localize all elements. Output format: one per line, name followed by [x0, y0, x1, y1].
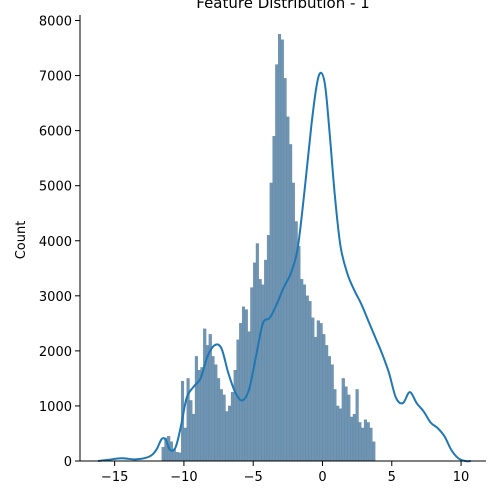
- histogram-bar: [308, 301, 312, 462]
- histogram-bar: [175, 452, 179, 462]
- histogram-bar: [305, 295, 309, 462]
- y-tick-label: 7000: [39, 70, 72, 85]
- histogram-bar: [203, 328, 207, 462]
- histogram-bar: [228, 405, 232, 462]
- histogram-bar: [289, 144, 293, 462]
- histogram-bar: [314, 336, 318, 462]
- histogram-bar: [280, 39, 284, 462]
- y-tick-label: 4000: [39, 235, 72, 250]
- histogram-bar: [347, 394, 351, 462]
- x-tick-label: 10: [453, 470, 470, 485]
- histogram-bar: [297, 246, 301, 462]
- histogram-bar: [358, 422, 362, 462]
- histogram-bar: [261, 284, 265, 462]
- x-tick-label: −5: [244, 470, 263, 485]
- histogram-bar: [189, 400, 193, 462]
- histogram-bar: [236, 339, 240, 462]
- histogram-bar: [316, 320, 320, 462]
- histogram-bar: [361, 427, 365, 462]
- histogram-bar: [230, 392, 234, 462]
- histogram-bar: [194, 356, 198, 462]
- histogram-bar: [300, 279, 304, 462]
- histogram-bar: [161, 447, 165, 462]
- histogram-bar: [341, 378, 345, 462]
- histogram-bar: [200, 367, 204, 462]
- axes: [79, 15, 486, 462]
- histogram-bar: [363, 419, 367, 462]
- histogram-bar: [286, 116, 290, 462]
- histogram-bar: [338, 408, 343, 462]
- histogram-bars: [161, 34, 376, 462]
- histogram-bar: [269, 182, 273, 462]
- histogram-bar: [214, 364, 218, 462]
- histogram-bar: [241, 306, 246, 462]
- histogram-bar: [302, 284, 307, 462]
- histogram-bar: [239, 323, 243, 462]
- y-tick-label: 8000: [39, 15, 72, 30]
- x-tick-label: −15: [101, 470, 128, 485]
- histogram-bar: [219, 389, 223, 462]
- histogram-bar: [277, 34, 282, 462]
- y-tick-label: 0: [64, 455, 72, 470]
- y-tick-label: 1000: [39, 400, 72, 415]
- y-tick-label: 6000: [39, 125, 72, 140]
- chart-title: Feature Distribution - 1: [196, 0, 369, 12]
- y-tick-label: 5000: [39, 180, 72, 195]
- y-axis-label: Count: [14, 221, 29, 260]
- histogram-bar: [311, 317, 315, 462]
- histogram-bar: [258, 279, 262, 462]
- x-tick-label: 5: [388, 470, 396, 485]
- histogram-bar: [244, 309, 248, 462]
- kde-curve: [97, 71, 471, 463]
- histogram-bar: [325, 345, 329, 462]
- histogram-bar: [355, 389, 359, 462]
- histogram-bar: [369, 427, 373, 462]
- histogram-bar: [319, 323, 323, 462]
- histogram-bar: [272, 135, 276, 462]
- histogram-bar: [283, 78, 287, 462]
- histogram-bar: [264, 259, 268, 462]
- histogram-bar: [178, 452, 182, 462]
- histogram-bar: [197, 369, 201, 462]
- histogram-bar: [372, 441, 376, 462]
- histogram-bar: [247, 331, 251, 462]
- histogram-bar: [225, 411, 229, 462]
- histogram-bar: [183, 427, 187, 462]
- histogram-bar: [222, 394, 226, 462]
- histogram-bar: [330, 364, 334, 462]
- histogram-bar: [336, 405, 340, 462]
- histogram-bar: [291, 182, 295, 462]
- y-tick-label: 2000: [39, 345, 72, 360]
- histogram-bar: [322, 334, 326, 462]
- histogram-bar: [350, 416, 354, 462]
- histogram-bar: [275, 64, 279, 462]
- x-tick-label: 0: [318, 470, 326, 485]
- histogram-bar: [205, 345, 210, 462]
- y-tick-label: 3000: [39, 290, 72, 305]
- histogram-bar: [344, 386, 348, 462]
- histogram-bar: [217, 378, 221, 462]
- histogram-bar: [366, 422, 370, 462]
- histogram-bar: [327, 356, 331, 462]
- histogram-bar: [233, 369, 237, 462]
- histogram-bar: [352, 414, 356, 462]
- histogram-bar: [192, 414, 196, 462]
- histogram-bar: [211, 356, 215, 462]
- y-axis-ticks: 0 1000 2000 3000 4000 5000 6000 7000 8000: [39, 15, 80, 470]
- histogram-bar: [266, 235, 270, 462]
- x-tick-label: −10: [170, 470, 197, 485]
- histogram-bar: [333, 389, 337, 462]
- x-axis-ticks: −15 −10 −5 0 5 10: [101, 461, 469, 485]
